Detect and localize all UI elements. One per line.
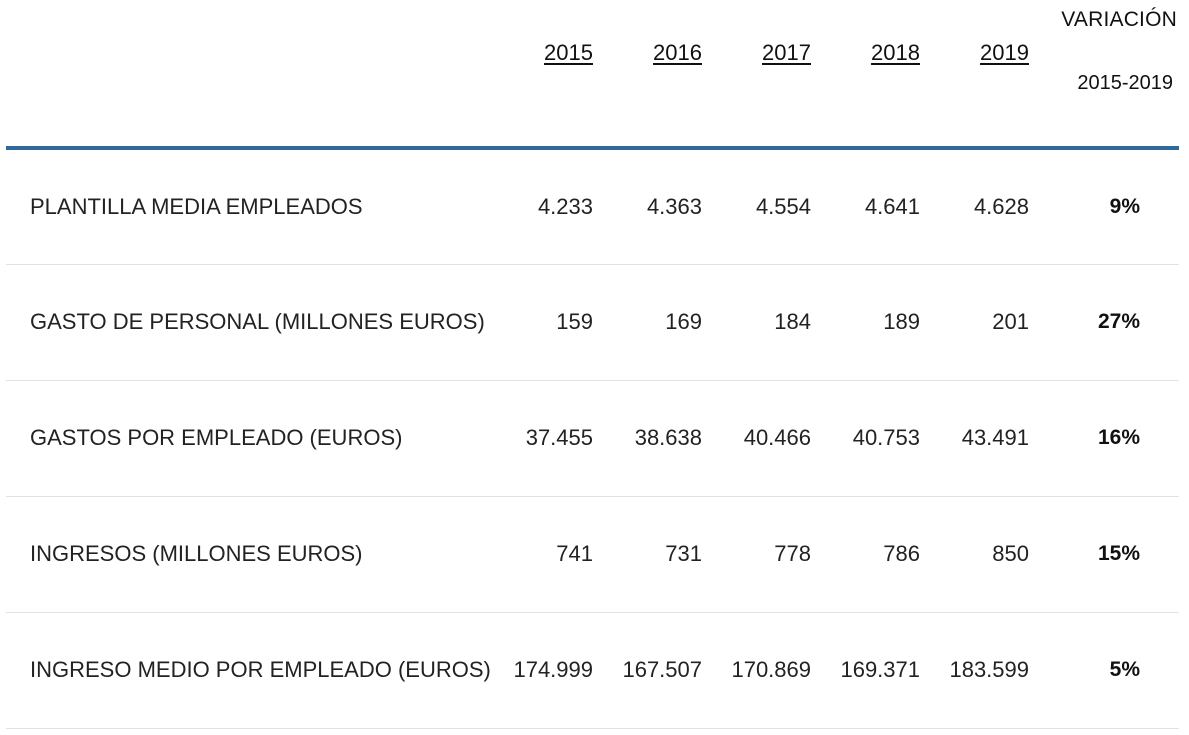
cell-value: 189 xyxy=(822,264,931,381)
cell-value: 4.641 xyxy=(822,148,931,265)
data-table: 2015 2016 2017 2018 2019 VARIACIÓN 2015-… xyxy=(6,0,1179,729)
cell-value: 169.371 xyxy=(822,612,931,729)
cell-value: 167.507 xyxy=(604,612,713,729)
table-row: GASTO DE PERSONAL (MILLONES EUROS) 159 1… xyxy=(6,264,1179,381)
row-label: GASTO DE PERSONAL (MILLONES EUROS) xyxy=(6,264,495,381)
cell-value: 37.455 xyxy=(495,380,604,497)
header-year-label: 2015 xyxy=(544,40,593,65)
cell-value: 850 xyxy=(931,496,1040,613)
cell-variation: 27% xyxy=(1040,264,1179,381)
header-variation: VARIACIÓN 2015-2019 xyxy=(1040,0,1179,150)
table-row: PLANTILLA MEDIA EMPLEADOS 4.233 4.363 4.… xyxy=(6,148,1179,265)
cell-value: 38.638 xyxy=(604,380,713,497)
header-year-2016: 2016 xyxy=(604,0,713,150)
cell-value: 159 xyxy=(495,264,604,381)
cell-value: 43.491 xyxy=(931,380,1040,497)
cell-value: 741 xyxy=(495,496,604,613)
header-year-label: 2019 xyxy=(980,40,1029,65)
cell-variation: 9% xyxy=(1040,148,1179,265)
header-variation-range: 2015-2019 xyxy=(1077,72,1173,94)
cell-variation: 5% xyxy=(1040,612,1179,729)
cell-value: 4.628 xyxy=(931,148,1040,265)
cell-value: 201 xyxy=(931,264,1040,381)
table-row: INGRESO MEDIO POR EMPLEADO (EUROS) 174.9… xyxy=(6,612,1179,729)
header-year-2019: 2019 xyxy=(931,0,1040,150)
table-row: GASTOS POR EMPLEADO (EUROS) 37.455 38.63… xyxy=(6,380,1179,497)
header-year-label: 2016 xyxy=(653,40,702,65)
cell-value: 169 xyxy=(604,264,713,381)
data-table-container: 2015 2016 2017 2018 2019 VARIACIÓN 2015-… xyxy=(6,0,1179,729)
cell-value: 183.599 xyxy=(931,612,1040,729)
cell-value: 4.554 xyxy=(713,148,822,265)
table-header-row: 2015 2016 2017 2018 2019 VARIACIÓN 2015-… xyxy=(6,0,1179,150)
cell-value: 174.999 xyxy=(495,612,604,729)
cell-value: 170.869 xyxy=(713,612,822,729)
header-year-2015: 2015 xyxy=(495,0,604,150)
row-label: PLANTILLA MEDIA EMPLEADOS xyxy=(6,148,495,265)
header-label-cell xyxy=(6,0,495,150)
cell-value: 778 xyxy=(713,496,822,613)
cell-value: 786 xyxy=(822,496,931,613)
row-label: GASTOS POR EMPLEADO (EUROS) xyxy=(6,380,495,497)
cell-value: 40.753 xyxy=(822,380,931,497)
header-variation-title: VARIACIÓN xyxy=(1061,8,1177,31)
cell-variation: 15% xyxy=(1040,496,1179,613)
cell-value: 4.233 xyxy=(495,148,604,265)
header-year-2017: 2017 xyxy=(713,0,822,150)
cell-variation: 16% xyxy=(1040,380,1179,497)
cell-value: 4.363 xyxy=(604,148,713,265)
table-row: INGRESOS (MILLONES EUROS) 741 731 778 78… xyxy=(6,496,1179,613)
row-label: INGRESO MEDIO POR EMPLEADO (EUROS) xyxy=(6,612,495,729)
header-year-label: 2018 xyxy=(871,40,920,65)
header-year-2018: 2018 xyxy=(822,0,931,150)
cell-value: 184 xyxy=(713,264,822,381)
header-year-label: 2017 xyxy=(762,40,811,65)
row-label: INGRESOS (MILLONES EUROS) xyxy=(6,496,495,613)
cell-value: 40.466 xyxy=(713,380,822,497)
cell-value: 731 xyxy=(604,496,713,613)
